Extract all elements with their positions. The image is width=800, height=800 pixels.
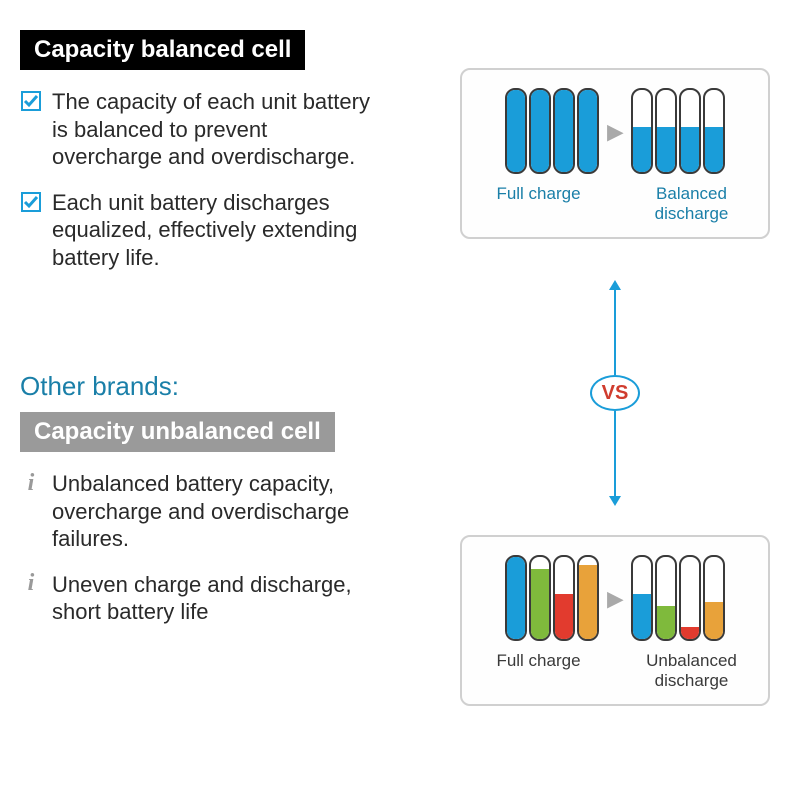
balanced-panel: ▸ Full charge Balanced discharge bbox=[460, 68, 770, 239]
point-text: Unbalanced battery capacity, overcharge … bbox=[52, 470, 380, 553]
battery-cell-fill bbox=[705, 127, 723, 172]
point-text: Each unit battery discharges equalized, … bbox=[52, 189, 380, 272]
balanced-point: Each unit battery discharges equalized, … bbox=[20, 189, 380, 272]
arrow-up-icon bbox=[609, 280, 621, 290]
battery-cell bbox=[505, 88, 527, 174]
battery-cell bbox=[631, 555, 653, 641]
battery-cell-fill bbox=[579, 565, 597, 639]
battery-cell bbox=[505, 555, 527, 641]
battery-cell bbox=[655, 555, 677, 641]
unbalanced-title-badge: Capacity unbalanced cell bbox=[20, 412, 335, 452]
vs-connector: VS bbox=[590, 280, 640, 506]
balanced-point: The capacity of each unit battery is bal… bbox=[20, 88, 380, 171]
panel-label-left: Full charge bbox=[472, 651, 605, 690]
battery-cell bbox=[553, 555, 575, 641]
battery-cell bbox=[553, 88, 575, 174]
vs-line bbox=[614, 290, 616, 375]
other-brands-heading: Other brands: bbox=[20, 371, 780, 402]
battery-cell bbox=[679, 88, 701, 174]
panel-row: ▸ bbox=[505, 88, 724, 174]
battery-cell bbox=[703, 555, 725, 641]
battery-cell bbox=[679, 555, 701, 641]
panel-labels: Full charge Balanced discharge bbox=[472, 184, 758, 223]
arrow-right-icon: ▸ bbox=[607, 114, 622, 149]
battery-cell bbox=[529, 555, 551, 641]
checkbox-icon bbox=[20, 90, 42, 112]
point-text: Uneven charge and discharge, short batte… bbox=[52, 571, 380, 626]
battery-cell-fill bbox=[633, 594, 651, 639]
battery-cell bbox=[577, 555, 599, 641]
battery-cell-fill bbox=[681, 627, 699, 639]
battery-cell-fill bbox=[633, 127, 651, 172]
cells-balanced-discharge bbox=[631, 88, 725, 174]
battery-cell bbox=[655, 88, 677, 174]
battery-cell-fill bbox=[507, 90, 525, 172]
balanced-title-badge: Capacity balanced cell bbox=[20, 30, 305, 70]
battery-cell bbox=[577, 88, 599, 174]
arrow-right-icon: ▸ bbox=[607, 581, 622, 616]
checkbox-icon bbox=[20, 191, 42, 213]
arrow-down-icon bbox=[609, 496, 621, 506]
panel-row: ▸ bbox=[505, 555, 724, 641]
point-text: The capacity of each unit battery is bal… bbox=[52, 88, 380, 171]
panel-labels: Full charge Unbalanced discharge bbox=[472, 651, 758, 690]
panel-label-right: Balanced discharge bbox=[625, 184, 758, 223]
vs-badge: VS bbox=[590, 375, 640, 411]
battery-cell bbox=[529, 88, 551, 174]
panel-label-left: Full charge bbox=[472, 184, 605, 223]
unbalanced-point: i Unbalanced battery capacity, overcharg… bbox=[20, 470, 380, 553]
battery-cell-fill bbox=[531, 569, 549, 639]
battery-cell-fill bbox=[555, 594, 573, 639]
battery-cell-fill bbox=[579, 90, 597, 172]
battery-cell-fill bbox=[531, 90, 549, 172]
battery-cell-fill bbox=[507, 557, 525, 639]
battery-cell-fill bbox=[705, 602, 723, 639]
battery-cell bbox=[631, 88, 653, 174]
unbalanced-point: i Uneven charge and discharge, short bat… bbox=[20, 571, 380, 626]
battery-cell-fill bbox=[657, 606, 675, 639]
info-icon: i bbox=[20, 472, 42, 494]
cells-unbalanced-discharge bbox=[631, 555, 725, 641]
info-icon: i bbox=[20, 573, 42, 595]
cells-full-charge-unbalanced bbox=[505, 555, 599, 641]
panel-label-right: Unbalanced discharge bbox=[625, 651, 758, 690]
battery-cell-fill bbox=[657, 127, 675, 172]
battery-cell-fill bbox=[681, 127, 699, 172]
cells-full-charge bbox=[505, 88, 599, 174]
battery-cell bbox=[703, 88, 725, 174]
battery-cell-fill bbox=[555, 90, 573, 172]
vs-line bbox=[614, 411, 616, 496]
unbalanced-panel: ▸ Full charge Unbalanced discharge bbox=[460, 535, 770, 706]
